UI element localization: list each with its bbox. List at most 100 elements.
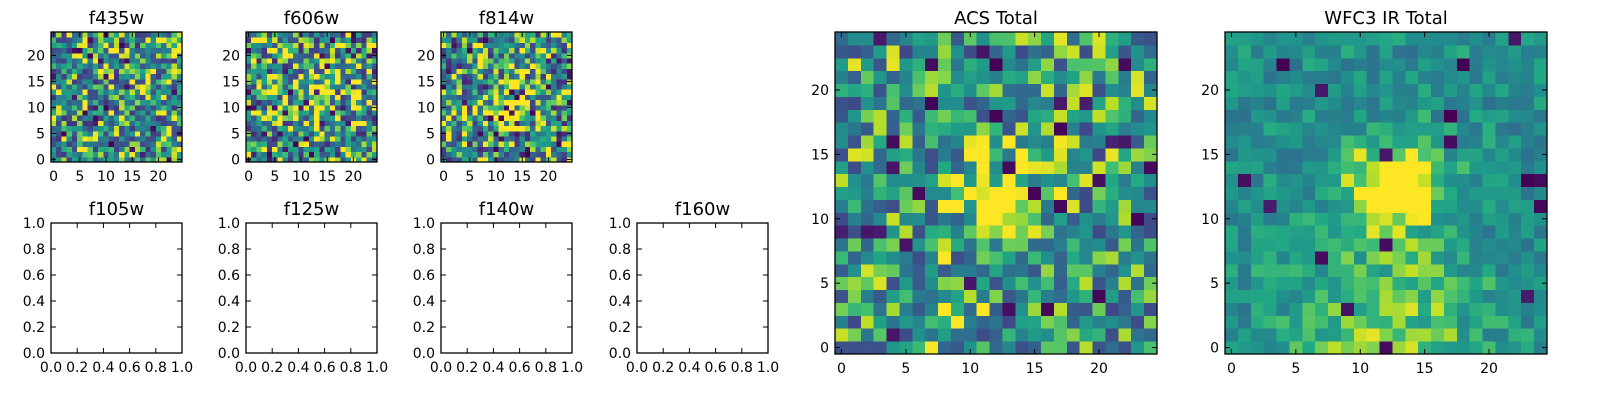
heatmap-cell [860, 250, 875, 265]
heatmap-cell [477, 32, 484, 38]
heatmap-cell [1041, 96, 1055, 110]
y-tick-label: 5 [820, 276, 829, 292]
heatmap-cell [456, 141, 463, 147]
heatmap-cell [886, 186, 900, 200]
heatmap-cell [56, 78, 62, 85]
heatmap-cell [540, 68, 547, 75]
heatmap-cell [113, 146, 120, 153]
heatmap-cell [556, 110, 563, 116]
heatmap-cell [1263, 328, 1278, 342]
heatmap-cell [1521, 44, 1535, 59]
heatmap-cell [1302, 199, 1316, 213]
heatmap-cell [345, 104, 352, 111]
heatmap-cell [1225, 250, 1239, 265]
heatmap-cell [1131, 263, 1145, 278]
heatmap-cell [551, 156, 557, 163]
heatmap-cell [899, 263, 913, 278]
heatmap-cell [161, 52, 167, 59]
heatmap-cell [493, 125, 500, 132]
y-tick-label: 0.0 [413, 346, 435, 362]
heatmap-cell [530, 94, 536, 101]
heatmap-cell [482, 73, 489, 80]
heatmap-cell [1225, 135, 1239, 149]
heatmap-cell [150, 47, 157, 54]
heatmap-cell [324, 52, 331, 59]
heatmap-cell [477, 73, 484, 80]
heatmap-cell [556, 130, 563, 137]
heatmap-cell [509, 84, 515, 90]
heatmap-cell [293, 63, 299, 69]
heatmap-cell [551, 125, 557, 132]
heatmap-cell [108, 104, 115, 111]
y-tick-label: 0.6 [413, 268, 435, 284]
heatmap-cell [446, 130, 452, 137]
heatmap-cell [1079, 276, 1094, 291]
panel-f140w: 0.0 0.2 0.4 0.6 0.8 1.00.00.20.40.60.81.0f140… [413, 199, 583, 376]
heatmap-cell [303, 42, 310, 49]
x-tick-label: 15 [1416, 361, 1434, 377]
heatmap-cell [298, 37, 305, 43]
heatmap-cell [524, 141, 531, 147]
heatmap-cell [535, 89, 542, 95]
heatmap-cell [66, 63, 73, 69]
heatmap-cell [540, 125, 547, 132]
heatmap-cell [530, 104, 536, 111]
heatmap-cell [340, 99, 347, 106]
heatmap-cell [345, 63, 352, 69]
heatmap-cell [461, 156, 468, 163]
heatmap-cell [835, 160, 849, 175]
heatmap-cell [1079, 212, 1094, 226]
heatmap-cell [366, 63, 373, 69]
heatmap-cell [1079, 302, 1094, 316]
heatmap-cell [912, 70, 926, 85]
heatmap-cell [134, 47, 141, 54]
x-tick-label: 15 [513, 169, 531, 185]
heatmap-cell [1105, 109, 1119, 123]
heatmap-cell [1053, 212, 1068, 226]
heatmap-cell [66, 115, 73, 121]
heatmap-cell [441, 94, 447, 101]
heatmap-cell [1263, 160, 1278, 175]
heatmap-cell [1328, 70, 1342, 85]
heatmap-cell [989, 328, 1003, 342]
heatmap-cell [329, 37, 336, 43]
heatmap-cell [530, 151, 536, 158]
heatmap-cell [963, 32, 978, 46]
heatmap-cell [963, 70, 978, 85]
heatmap-cell [134, 104, 141, 111]
heatmap-cell [103, 115, 110, 121]
heatmap-cell [1456, 302, 1471, 316]
heatmap-cell [524, 52, 531, 59]
heatmap-cell [1144, 135, 1158, 149]
heatmap-cell [66, 130, 73, 137]
heatmap-cell [71, 78, 78, 85]
heatmap-cell [1237, 109, 1252, 123]
heatmap-cell [1092, 70, 1106, 85]
heatmap-cell [166, 99, 173, 106]
heatmap-cell [540, 99, 547, 106]
heatmap-cell [1250, 44, 1265, 59]
heatmap-cell [535, 115, 542, 121]
heatmap-cell [451, 151, 458, 158]
heatmap-cell [509, 115, 515, 121]
heatmap-cell [171, 84, 178, 90]
heatmap-cell [324, 47, 331, 54]
heatmap-cell [366, 37, 373, 43]
heatmap-cell [129, 78, 136, 85]
heatmap-cell [461, 42, 468, 49]
heatmap-cell [1079, 173, 1094, 188]
heatmap-cell [272, 130, 278, 137]
heatmap-cell [303, 37, 310, 43]
heatmap-cell [66, 42, 73, 49]
heatmap-cell [1302, 160, 1316, 175]
heatmap-cell [467, 84, 473, 90]
heatmap-cell [56, 37, 62, 43]
heatmap-cell [938, 212, 952, 226]
heatmap-cell [1053, 83, 1068, 97]
heatmap-cell [61, 37, 68, 43]
heatmap-cell [303, 120, 310, 127]
heatmap-cell [1495, 83, 1509, 97]
heatmap-cell [451, 110, 458, 116]
heatmap-cell [1302, 173, 1316, 188]
